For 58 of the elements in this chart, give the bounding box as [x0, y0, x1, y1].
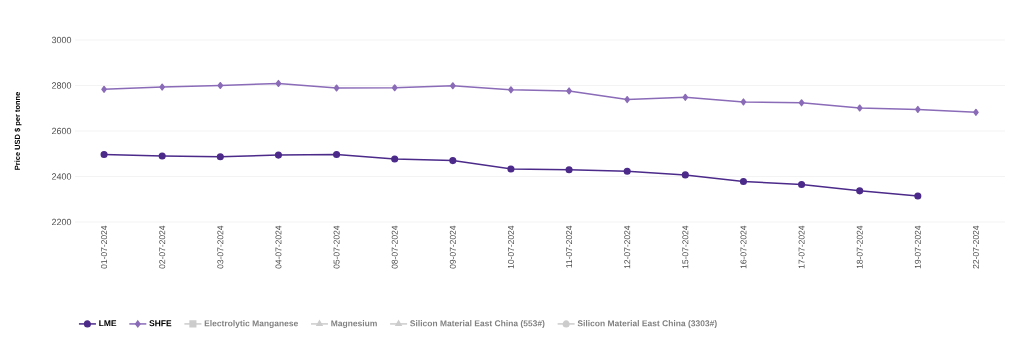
point — [216, 153, 224, 161]
point — [914, 105, 921, 113]
point — [682, 93, 689, 101]
point — [217, 81, 224, 90]
legend-label: SHFE — [149, 320, 172, 327]
point — [565, 166, 573, 174]
x-tick-label: 01-07-2024 — [101, 225, 108, 269]
point — [507, 165, 515, 173]
point — [914, 192, 922, 200]
point — [449, 157, 457, 165]
legend-label: Silicon Material East China (553#) — [410, 320, 545, 328]
point — [740, 98, 747, 106]
legend-label: Magnesium — [331, 320, 377, 329]
x-tick-label: 12-07-2024 — [624, 225, 631, 269]
point — [391, 155, 399, 163]
point — [100, 150, 108, 158]
point — [391, 84, 398, 92]
x-tick-label: 17-07-2024 — [798, 225, 805, 269]
x-tick-label: 05-07-2024 — [333, 225, 340, 269]
point — [624, 96, 631, 104]
point — [449, 82, 456, 90]
x-tick-label: 02-07-2024 — [159, 225, 166, 269]
point — [856, 104, 863, 112]
x-tick-label: 18-07-2024 — [856, 225, 863, 269]
y-tick-label: 3000 — [51, 36, 72, 44]
point — [274, 151, 282, 159]
point — [275, 79, 282, 87]
y-tick-label: 2800 — [51, 82, 72, 89]
point — [856, 187, 864, 195]
y-tick-label: 2400 — [51, 173, 72, 180]
y-tick-label: 2600 — [51, 127, 72, 135]
point — [798, 99, 805, 107]
x-tick-label: 11-07-2024 — [566, 225, 573, 268]
point — [623, 167, 631, 175]
point — [158, 152, 166, 160]
x-tick-label: 09-07-2024 — [449, 225, 456, 269]
legend-label: Electrolytic Manganese — [204, 320, 298, 329]
x-tick-label: 04-07-2024 — [275, 225, 282, 269]
y-tick-label: 2200 — [51, 218, 72, 226]
point — [739, 177, 747, 186]
point — [159, 83, 166, 91]
x-tick-label: 03-07-2024 — [217, 225, 224, 269]
point — [681, 171, 689, 179]
point — [333, 84, 340, 92]
x-tick-label: 16-07-2024 — [740, 225, 747, 269]
x-tick-label: 15-07-2024 — [682, 225, 689, 269]
x-tick-label: 08-07-2024 — [391, 225, 398, 269]
point — [566, 87, 572, 95]
x-tick-label: 19-07-2024 — [914, 225, 921, 269]
legend-label: LME — [99, 320, 117, 327]
point — [508, 86, 514, 94]
point — [973, 108, 979, 116]
point — [101, 85, 107, 93]
point — [333, 150, 341, 158]
x-tick-label: 22-07-2024 — [972, 225, 979, 269]
x-tick-label: 10-07-2024 — [507, 225, 514, 269]
legend-label: Silicon Material East China (3303#) — [577, 320, 717, 328]
point — [798, 180, 806, 189]
